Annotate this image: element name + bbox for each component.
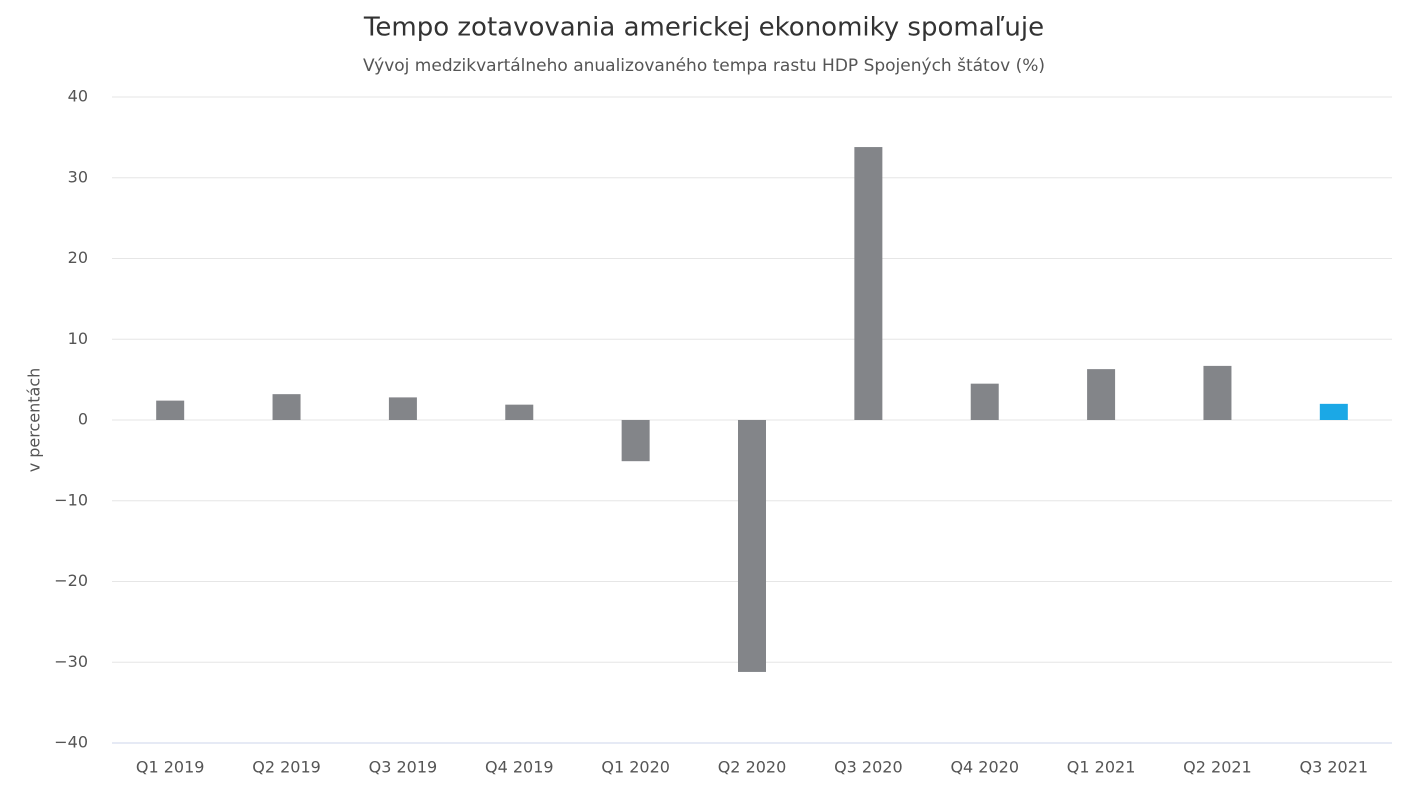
x-tick-label: Q1 2020 xyxy=(601,758,670,777)
bar xyxy=(621,420,650,462)
bar xyxy=(1203,365,1232,420)
y-tick-label: 0 xyxy=(78,410,88,429)
x-tick-label: Q2 2021 xyxy=(1183,758,1252,777)
x-tick-label: Q1 2021 xyxy=(1067,758,1136,777)
bar xyxy=(505,404,534,420)
bar xyxy=(156,400,185,420)
bar xyxy=(1087,369,1116,420)
chart-subtitle: Vývoj medzikvartálneho anualizovaného te… xyxy=(363,56,1045,76)
bar xyxy=(388,397,417,420)
x-tick-label: Q2 2020 xyxy=(718,758,787,777)
x-tick-label: Q3 2020 xyxy=(834,758,903,777)
y-tick-label: −20 xyxy=(54,571,88,590)
bar xyxy=(738,420,766,672)
bar xyxy=(854,147,883,420)
bar xyxy=(1319,403,1348,420)
y-axis-label: v percentách xyxy=(25,368,44,473)
y-tick-label: 20 xyxy=(68,248,88,267)
x-tick-label: Q4 2020 xyxy=(950,758,1019,777)
y-tick-label: 10 xyxy=(68,329,88,348)
x-tick-label: Q2 2019 xyxy=(252,758,321,777)
y-tick-label: −40 xyxy=(54,733,88,752)
x-tick-label: Q1 2019 xyxy=(136,758,205,777)
x-tick-label: Q3 2019 xyxy=(369,758,438,777)
y-tick-label: −30 xyxy=(54,652,88,671)
y-tick-label: −10 xyxy=(54,490,88,509)
y-tick-label: 30 xyxy=(68,167,88,186)
y-tick-label: 40 xyxy=(68,87,88,106)
x-tick-label: Q4 2019 xyxy=(485,758,554,777)
chart-title: Tempo zotavovania americkej ekonomiky sp… xyxy=(363,13,1044,43)
x-tick-label: Q3 2021 xyxy=(1300,758,1369,777)
bar xyxy=(272,394,301,420)
bar xyxy=(970,383,999,420)
